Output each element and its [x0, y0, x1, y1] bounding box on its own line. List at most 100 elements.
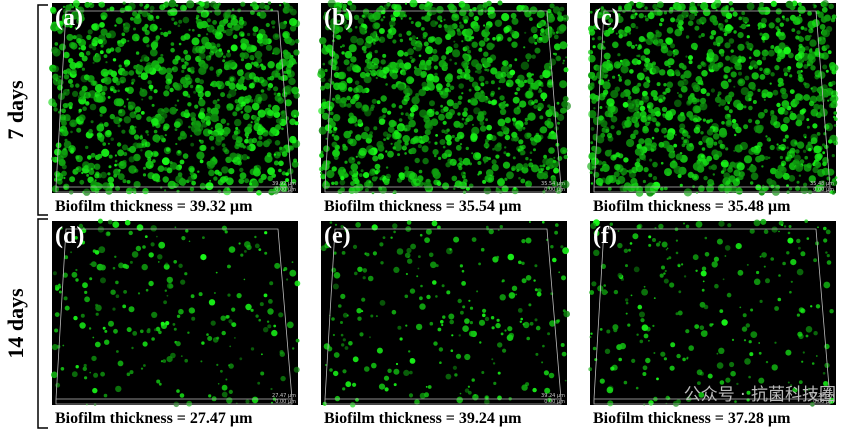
speckle: [785, 156, 789, 160]
speckle: [706, 119, 711, 124]
speckle: [148, 280, 154, 287]
speckle: [181, 64, 187, 70]
speckle: [688, 60, 693, 65]
speckle: [459, 181, 462, 184]
speckle: [723, 32, 728, 37]
scale-bottom: 0.00 µm: [813, 399, 834, 405]
speckle: [593, 171, 600, 178]
speckle: [160, 53, 164, 57]
speckle: [423, 15, 431, 22]
speckle: [701, 62, 707, 68]
speckle: [133, 16, 142, 25]
speckle: [824, 144, 829, 150]
speckle: [796, 238, 801, 244]
speckle: [338, 71, 347, 80]
speckle: [79, 322, 86, 329]
speckle: [541, 361, 544, 364]
speckle: [372, 11, 381, 21]
speckle: [371, 98, 377, 104]
speckle: [277, 97, 284, 104]
speckle: [623, 157, 629, 163]
speckle: [94, 188, 100, 194]
speckle: [648, 400, 654, 406]
speckle: [557, 11, 562, 17]
speckle: [367, 133, 373, 139]
speckle: [520, 317, 523, 321]
speckle: [355, 155, 358, 158]
speckle: [199, 107, 205, 113]
speckle: [182, 90, 189, 97]
speckle: [749, 228, 755, 234]
speckle: [193, 90, 197, 94]
speckle: [196, 2, 199, 5]
speckle: [790, 139, 798, 147]
speckle: [87, 29, 93, 35]
speckle: [105, 32, 112, 39]
speckle: [163, 123, 170, 130]
speckle: [724, 24, 733, 32]
speckle: [276, 151, 282, 157]
speckle: [711, 261, 718, 268]
speckle: [157, 116, 165, 124]
speckle: [635, 164, 644, 173]
speckle: [494, 143, 502, 152]
speckle: [239, 52, 246, 59]
speckle: [182, 16, 190, 24]
speckle: [740, 23, 747, 30]
speckle: [169, 8, 178, 16]
speckle: [643, 285, 646, 288]
speckle: [159, 28, 162, 30]
speckle: [118, 262, 124, 269]
speckle: [692, 98, 698, 105]
speckle: [726, 292, 732, 298]
speckle: [410, 59, 415, 63]
speckle: [796, 268, 804, 276]
speckle: [228, 82, 236, 90]
speckle: [511, 285, 518, 291]
speckle: [473, 6, 477, 11]
speckle: [405, 324, 408, 327]
speckle: [403, 95, 410, 102]
speckle: [453, 40, 456, 43]
speckle: [78, 223, 84, 229]
speckle: [96, 183, 103, 190]
speckle: [108, 320, 114, 327]
speckle: [636, 224, 641, 229]
speckle: [199, 159, 204, 164]
speckle: [354, 123, 358, 127]
speckle: [96, 95, 104, 103]
speckle: [158, 261, 160, 263]
speckle: [226, 9, 232, 15]
speckle: [228, 89, 237, 98]
speckle: [542, 98, 545, 102]
speckle: [75, 278, 79, 282]
speckle: [59, 43, 66, 51]
speckle: [291, 178, 297, 184]
speckle: [380, 95, 387, 102]
speckle: [807, 63, 810, 67]
speckle: [787, 66, 792, 70]
speckle: [358, 173, 363, 178]
speckle: [488, 58, 494, 64]
speckle: [231, 8, 235, 11]
speckle: [54, 42, 59, 46]
speckle: [52, 48, 61, 57]
speckle: [243, 113, 250, 120]
speckle: [756, 59, 763, 66]
speckle: [636, 158, 641, 163]
speckle: [767, 49, 775, 57]
speckle: [679, 127, 686, 134]
speckle: [588, 29, 596, 36]
speckle: [626, 40, 633, 47]
speckle: [790, 259, 797, 266]
speckle: [833, 117, 838, 121]
speckle: [700, 270, 707, 277]
speckle: [232, 111, 238, 117]
speckle: [804, 46, 810, 51]
speckle: [436, 5, 444, 14]
speckle: [321, 175, 326, 180]
speckle: [258, 178, 264, 184]
speckle: [770, 45, 775, 50]
speckle: [106, 8, 110, 12]
speckle: [350, 163, 359, 171]
